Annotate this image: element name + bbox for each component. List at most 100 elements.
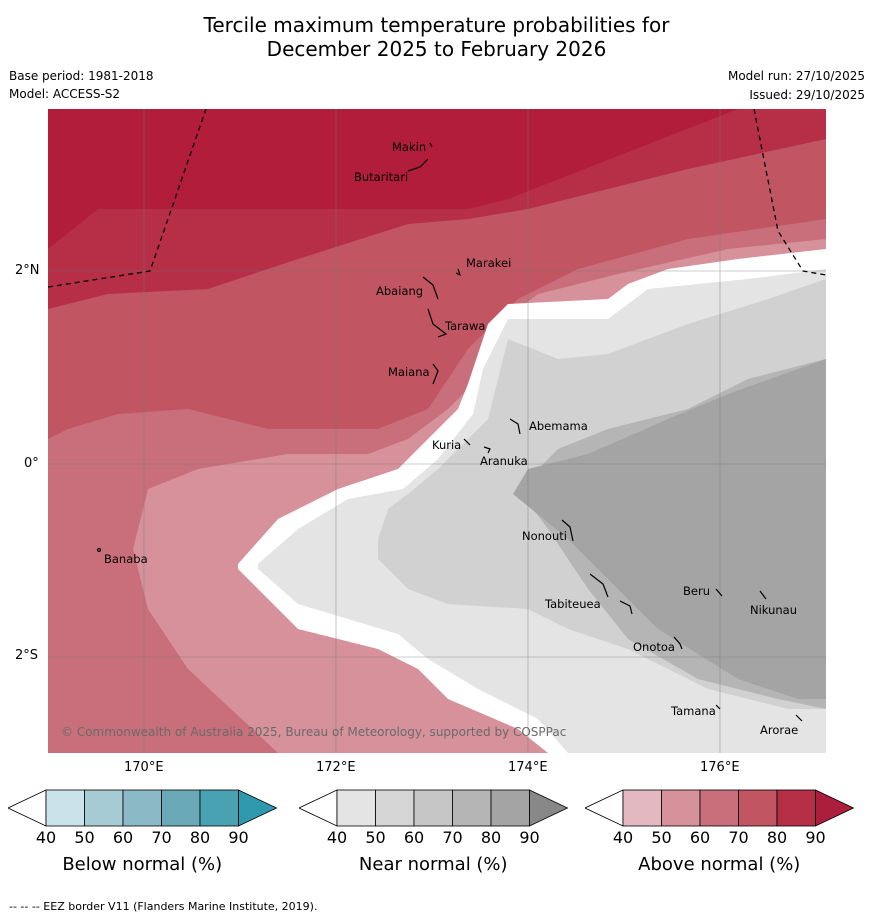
place-label: Makin — [392, 140, 426, 154]
colorbar-segment — [699, 789, 739, 827]
colorbar-segment — [161, 789, 201, 827]
island-aranuka — [483, 446, 491, 454]
lat-label-2s: 2°S — [15, 648, 39, 663]
place-label: Tarawa — [444, 319, 485, 333]
map-band-near-80 — [513, 359, 826, 699]
colorbar-segment — [122, 789, 162, 827]
colorbar-segment — [45, 789, 85, 827]
colorbar-arrow-low — [8, 789, 47, 827]
model-run: Model run: 27/10/2025 — [727, 69, 865, 83]
colorbar-tick-label: 40 — [35, 828, 57, 847]
issued-date: Issued: 29/10/2025 — [749, 88, 865, 102]
colorbar-tick-label: 80 — [766, 828, 788, 847]
lon-label-172: 172°E — [316, 760, 356, 775]
island-nonouti — [561, 519, 574, 542]
colorbar-arrow-high — [238, 789, 278, 827]
place-label: Onotoa — [633, 640, 675, 654]
lon-label-170: 170°E — [124, 760, 164, 775]
colorbar-segment — [738, 789, 778, 827]
colorbar-tick-label: 50 — [74, 828, 95, 847]
colorbar-segment — [452, 789, 492, 827]
place-label: Beru — [683, 584, 710, 598]
lat-label-2n: 2°N — [15, 263, 40, 278]
colorbar-segment — [776, 789, 816, 827]
colorbar-tick-label: 50 — [365, 828, 386, 847]
island-beru — [715, 588, 723, 597]
colorbar-segment — [490, 789, 530, 827]
island-arorae — [795, 714, 803, 722]
colorbar-tick-label: 40 — [326, 828, 348, 847]
place-label: Nonouti — [522, 529, 567, 543]
colorbar-tick-label: 80 — [189, 828, 211, 847]
place-labels: Makin Butaritari Marakei Abaiang Tarawa … — [104, 140, 798, 737]
colorbar-segment — [375, 789, 415, 827]
place-label: Kuria — [432, 438, 461, 452]
colorbar-tick-label: 60 — [112, 828, 134, 847]
copyright-notice: © Commonwealth of Australia 2025, Bureau… — [61, 725, 566, 739]
colorbar-segment — [336, 789, 376, 827]
colorbar-segment — [661, 789, 701, 827]
map-title-line2: December 2025 to February 2026 — [266, 37, 607, 61]
colorbar-above-normal — [585, 789, 855, 827]
place-label: Abaiang — [376, 284, 423, 298]
eez-border — [48, 109, 826, 288]
lon-label-174: 174°E — [508, 760, 548, 775]
colorbar-segment — [413, 789, 453, 827]
colorbar-below-normal — [8, 789, 278, 827]
colorbar-tick-label: 70 — [442, 828, 463, 847]
colorbar-tick-label: 90 — [228, 828, 249, 847]
colorbar-segment — [84, 789, 124, 827]
place-label: Tamana — [670, 704, 716, 718]
place-label: Aranuka — [480, 454, 528, 468]
colorbar-tick-label: 60 — [689, 828, 711, 847]
colorbar-tick-label: 60 — [403, 828, 425, 847]
probability-map: Makin Butaritari Marakei Abaiang Tarawa … — [48, 109, 826, 753]
lat-label-0: 0° — [24, 456, 39, 471]
colorbar-tick-label: 90 — [519, 828, 540, 847]
place-label: Marakei — [466, 256, 511, 270]
island-abaiang — [422, 276, 439, 300]
island-banaba — [96, 547, 102, 553]
colorbar-title: Below normal (%) — [62, 854, 223, 875]
place-label: Banaba — [104, 552, 148, 566]
colorbar-arrow-high — [815, 789, 855, 827]
place-label: Maiana — [388, 365, 430, 379]
colorbar-arrow-high — [529, 789, 569, 827]
island-maiana — [432, 363, 439, 385]
place-label: Tabiteuea — [544, 597, 601, 611]
lon-label-176: 176°E — [700, 760, 740, 775]
island-butaritari — [407, 158, 429, 172]
colorbar-segment — [622, 789, 662, 827]
island-kuria — [463, 438, 471, 446]
place-label: Butaritari — [354, 170, 408, 184]
colorbar-tick-label: 90 — [805, 828, 826, 847]
colorbar-segment — [199, 789, 239, 827]
colorbar-title: Above normal (%) — [638, 854, 801, 875]
island-marakei — [455, 268, 462, 277]
colorbar-tick-label: 70 — [151, 828, 172, 847]
colorbar-title: Near normal (%) — [358, 854, 508, 875]
island-tarawa — [427, 308, 448, 338]
colorbar-tick-label: 40 — [612, 828, 634, 847]
place-label: Nikunau — [750, 603, 797, 617]
colorbar-tick-label: 80 — [480, 828, 502, 847]
colorbar-tick-label: 70 — [728, 828, 749, 847]
island-tamana — [715, 704, 721, 710]
island-abemama — [509, 418, 521, 435]
model-name: Model: ACCESS-S2 — [9, 87, 121, 101]
island-tabiteuea-south — [619, 600, 633, 615]
place-label: Arorae — [760, 723, 798, 737]
colorbar-tick-label: 50 — [651, 828, 672, 847]
island-tabiteuea-north — [589, 573, 609, 598]
place-label: Abemama — [529, 419, 588, 433]
map-title-line1: Tercile maximum temperature probabilitie… — [203, 13, 670, 37]
island-outlines — [96, 142, 803, 722]
colorbar-near-normal — [299, 789, 569, 827]
island-onotoa — [673, 636, 683, 650]
eez-legend-note: -- -- -- EEZ border V11 (Flanders Marine… — [9, 900, 318, 913]
island-nikunau — [759, 590, 767, 600]
island-makin — [429, 142, 433, 148]
colorbar-arrow-low — [299, 789, 338, 827]
base-period: Base period: 1981-2018 — [9, 69, 154, 83]
colorbar-arrow-low — [585, 789, 624, 827]
